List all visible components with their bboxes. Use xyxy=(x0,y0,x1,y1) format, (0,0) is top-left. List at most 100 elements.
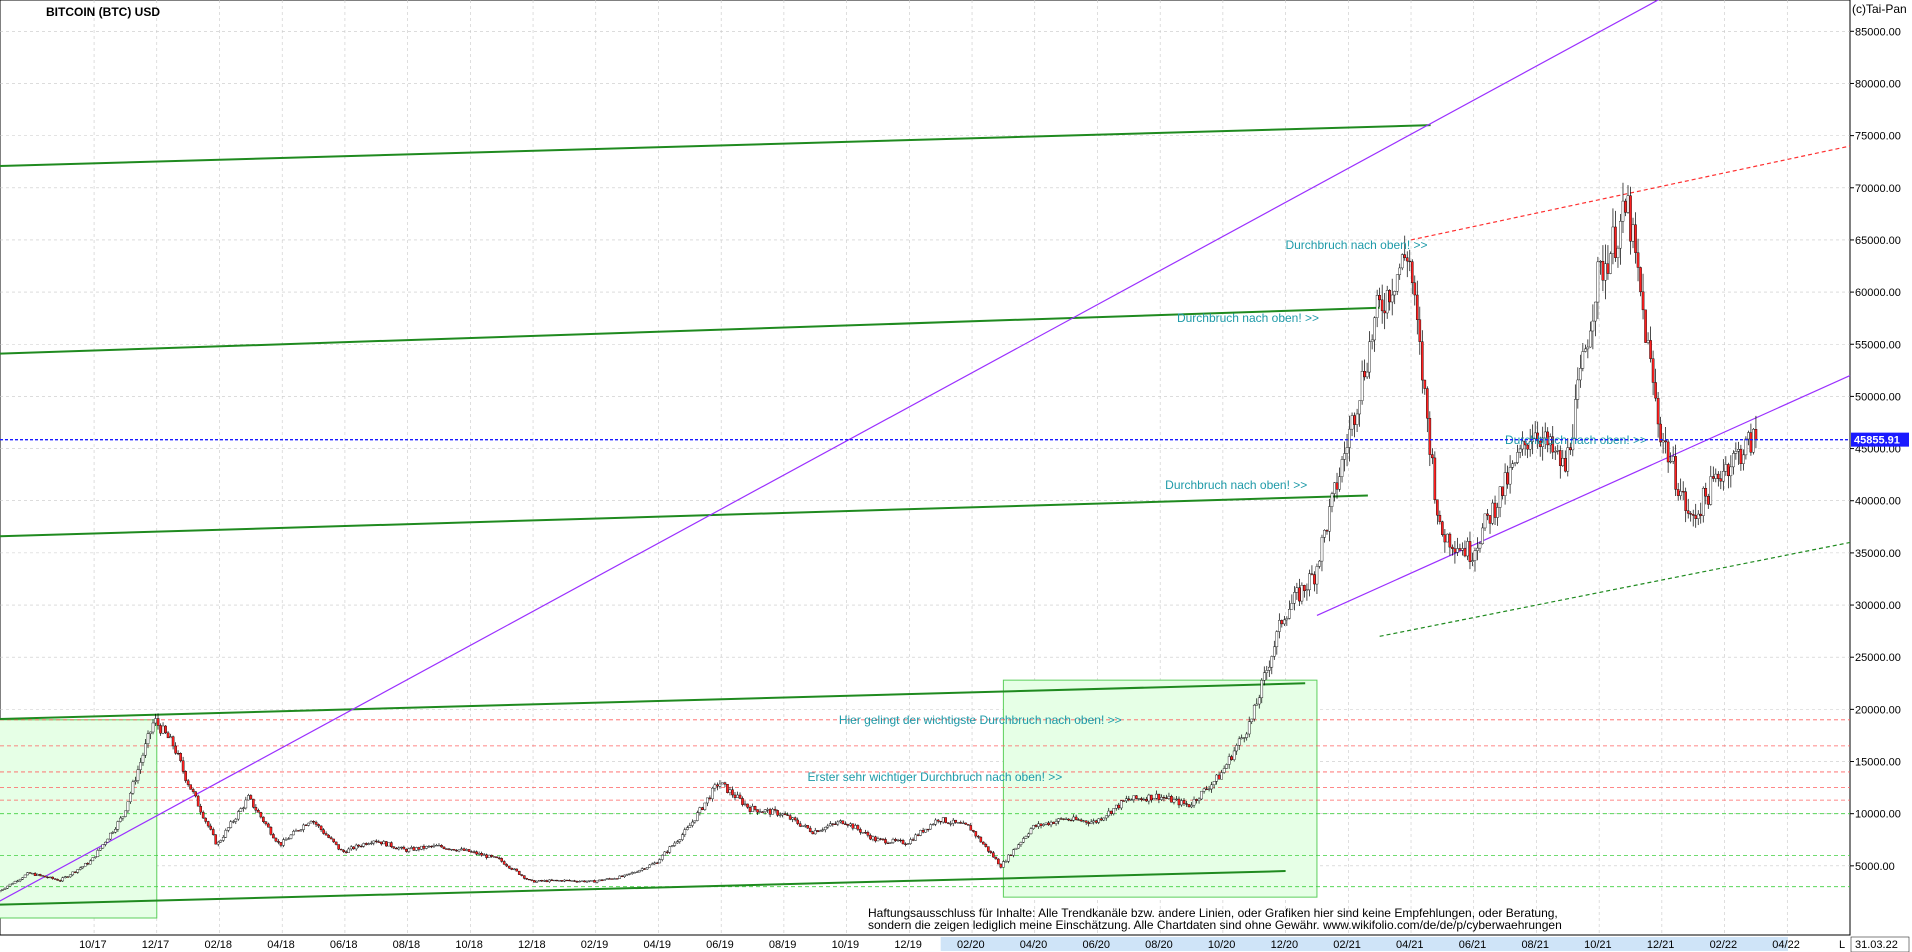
candle-up xyxy=(1609,253,1612,274)
candle-down xyxy=(620,875,624,877)
candle-down xyxy=(916,834,920,836)
candle-up xyxy=(1548,436,1552,446)
candle-up xyxy=(1476,547,1479,551)
candle-up xyxy=(1521,440,1524,450)
candle-down xyxy=(904,843,907,845)
candle-up xyxy=(1375,295,1379,318)
candle-down xyxy=(1644,309,1647,343)
candle-down xyxy=(808,827,812,832)
x-tick-label: 04/21 xyxy=(1396,939,1424,951)
candle-down xyxy=(899,839,902,842)
candle-down xyxy=(171,736,175,747)
candle-down xyxy=(1418,319,1422,342)
candle-up xyxy=(849,823,852,826)
candle-down xyxy=(886,842,890,845)
candle-down xyxy=(851,823,855,829)
candle-down xyxy=(1711,476,1715,479)
candle-down xyxy=(989,851,993,853)
candle-up xyxy=(1142,798,1146,801)
x-tick-label: 12/19 xyxy=(894,939,922,951)
candle-down xyxy=(527,878,531,881)
candle-up xyxy=(1024,836,1028,839)
candle-down xyxy=(430,845,433,848)
candle-down xyxy=(181,760,185,772)
candle-up xyxy=(1240,737,1243,740)
candle-up xyxy=(1147,794,1151,802)
candle-up xyxy=(721,782,724,785)
candle-up xyxy=(538,880,541,882)
candle-down xyxy=(600,879,604,881)
candle-up xyxy=(1574,399,1577,439)
trendline xyxy=(0,306,1380,355)
candle-up xyxy=(282,839,285,846)
candle-down xyxy=(191,789,195,792)
y-tick-label: 80000.00 xyxy=(1855,78,1901,90)
candle-up xyxy=(668,846,672,853)
candle-down xyxy=(1280,620,1284,625)
candle-up xyxy=(640,868,644,871)
candle-up xyxy=(1496,507,1499,518)
candle-down xyxy=(1684,491,1687,511)
candle-down xyxy=(377,841,381,843)
candle-up xyxy=(141,754,145,763)
candle-down xyxy=(467,849,471,852)
candle-down xyxy=(43,875,47,878)
candle-down xyxy=(1009,854,1013,856)
candle-up xyxy=(1260,680,1264,699)
annotation-label: Durchbruch nach oben! >> xyxy=(1165,478,1307,492)
candle-up xyxy=(919,829,922,836)
candle-up xyxy=(1621,200,1625,222)
candle-up xyxy=(1611,226,1615,254)
candle-up xyxy=(763,809,767,813)
candle-up xyxy=(625,873,629,876)
candle-up xyxy=(48,876,52,879)
candle-up xyxy=(1227,756,1231,765)
candle-down xyxy=(211,829,215,835)
candle-down xyxy=(462,848,466,851)
candle-up xyxy=(1679,491,1682,496)
candle-up xyxy=(234,818,238,822)
candle-down xyxy=(939,821,942,823)
candle-down xyxy=(1441,521,1444,535)
candle-up xyxy=(1619,221,1622,249)
candle-down xyxy=(1062,818,1065,820)
candle-down xyxy=(495,856,498,859)
candle-up xyxy=(1007,854,1010,862)
candle-up xyxy=(114,829,117,833)
candle-down xyxy=(1569,447,1572,451)
candle-up xyxy=(1132,795,1136,801)
candle-down xyxy=(392,846,396,849)
candle-up xyxy=(1566,447,1570,472)
candle-up xyxy=(1102,817,1106,821)
candle-down xyxy=(1433,457,1437,500)
last-date-label: 31.03.22 xyxy=(1855,939,1898,951)
candle-up xyxy=(1358,400,1361,415)
candle-up xyxy=(119,817,122,822)
candle-up xyxy=(778,814,782,816)
candle-up xyxy=(1270,656,1274,668)
candle-up xyxy=(1466,541,1469,557)
candle-down xyxy=(505,864,509,867)
candle-down xyxy=(555,879,559,882)
candle-up xyxy=(239,808,243,812)
candle-up xyxy=(1518,448,1522,453)
candle-up xyxy=(1393,291,1397,296)
candle-up xyxy=(6,885,9,889)
candle-down xyxy=(1538,440,1542,447)
candle-up xyxy=(134,780,137,783)
candle-down xyxy=(1217,774,1221,780)
candle-up xyxy=(941,817,945,823)
x-tick-label: 12/17 xyxy=(142,939,170,951)
candle-down xyxy=(374,840,378,843)
candle-down xyxy=(1410,261,1414,284)
candle-up xyxy=(650,863,654,866)
candle-down xyxy=(726,783,729,793)
candle-down xyxy=(881,838,885,840)
candle-up xyxy=(397,847,401,850)
candle-up xyxy=(956,822,960,824)
candle-up xyxy=(1596,261,1600,303)
candle-down xyxy=(964,822,968,825)
candle-up xyxy=(821,829,825,831)
candle-up xyxy=(169,736,172,739)
candle-down xyxy=(1383,310,1386,314)
